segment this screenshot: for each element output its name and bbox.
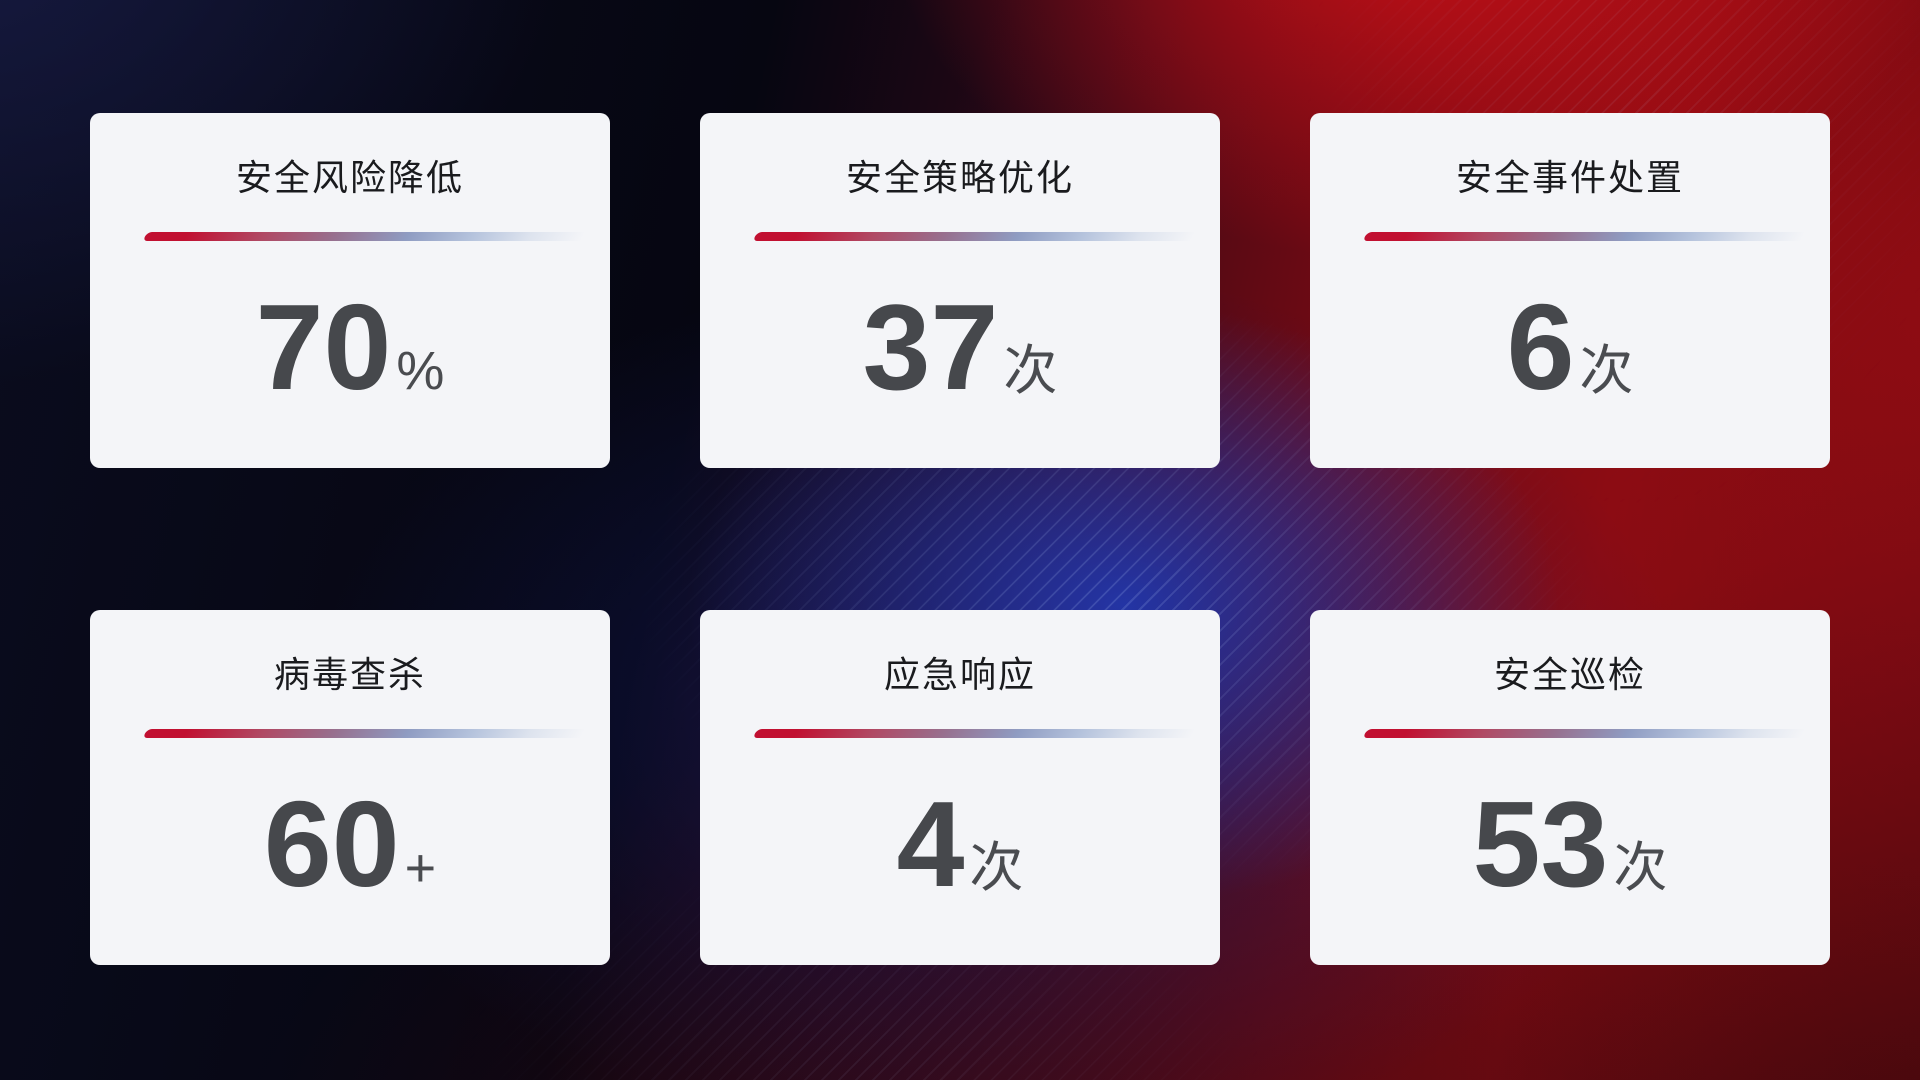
stat-card-title: 病毒查杀 (273, 654, 426, 695)
stat-value: 53次 (1473, 783, 1668, 905)
stat-card-virus-scan: 病毒查杀 60+ (90, 610, 610, 965)
stat-card-incident-handling: 安全事件处置 6次 (1310, 113, 1830, 468)
stat-value: 37次 (863, 286, 1058, 408)
stat-value-number: 4 (896, 775, 965, 912)
stat-value-number: 60 (263, 775, 400, 912)
stat-value-unit: + (404, 837, 437, 898)
stat-value-box: 53次 (1365, 738, 1775, 965)
stat-value-number: 53 (1472, 775, 1609, 912)
stat-card-title: 应急响应 (883, 654, 1036, 695)
stat-value-box: 60+ (145, 738, 555, 965)
gradient-divider (1362, 232, 1820, 241)
stat-card-emergency-response: 应急响应 4次 (700, 610, 1220, 965)
stat-value-box: 37次 (755, 241, 1165, 468)
stat-value-box: 6次 (1365, 241, 1775, 468)
stat-card-grid: 安全风险降低 70% 安全策略优化 37次 安全事件处置 6次 病毒查杀 60+ (90, 113, 1830, 965)
stat-card-policy-optimization: 安全策略优化 37次 (700, 113, 1220, 468)
stat-value-number: 6 (1506, 278, 1575, 415)
stat-card-title: 安全巡检 (1493, 654, 1646, 695)
stat-card-title: 安全策略优化 (845, 157, 1074, 198)
stat-value-number: 70 (255, 278, 392, 415)
stat-card-title: 安全风险降低 (235, 157, 464, 198)
stat-value: 70% (256, 286, 445, 408)
stat-value-unit: 次 (1003, 340, 1058, 401)
stat-value-number: 37 (862, 278, 999, 415)
stat-value-unit: 次 (1613, 837, 1668, 898)
gradient-divider (1362, 729, 1820, 738)
gradient-divider (142, 729, 600, 738)
stat-card-security-inspection: 安全巡检 53次 (1310, 610, 1830, 965)
stat-value-unit: 次 (969, 837, 1024, 898)
stat-value-box: 70% (145, 241, 555, 468)
gradient-divider (752, 232, 1210, 241)
stat-value-box: 4次 (755, 738, 1165, 965)
stat-card-risk-reduction: 安全风险降低 70% (90, 113, 610, 468)
gradient-divider (752, 729, 1210, 738)
stat-value: 4次 (897, 783, 1024, 905)
stat-value: 6次 (1507, 286, 1634, 408)
gradient-divider (142, 232, 600, 241)
stat-value-unit: % (396, 340, 445, 401)
stat-value-unit: 次 (1579, 340, 1634, 401)
stat-value: 60+ (264, 783, 436, 905)
stat-card-title: 安全事件处置 (1455, 157, 1684, 198)
